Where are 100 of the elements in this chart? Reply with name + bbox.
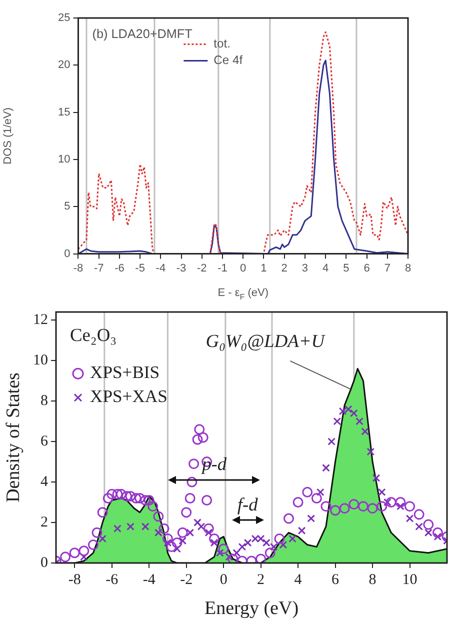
point (256, 554, 266, 563)
point (144, 495, 154, 506)
point (172, 538, 182, 548)
point (80, 552, 88, 561)
point (186, 528, 194, 537)
point (270, 542, 278, 551)
point (383, 498, 392, 506)
x-axis-title: Energy (eV) (204, 598, 299, 619)
annotation: Ce₂O₃ (70, 324, 117, 345)
point (274, 533, 285, 544)
point (244, 538, 252, 547)
point (216, 548, 224, 557)
point (264, 548, 276, 558)
point (256, 534, 265, 543)
point (225, 552, 234, 561)
point (192, 434, 203, 445)
point (415, 522, 424, 530)
point (414, 509, 424, 520)
point (434, 532, 442, 541)
y-tick-label: 6 (40, 433, 48, 450)
point (209, 533, 220, 544)
x-tick-label: -2 (197, 262, 207, 274)
legend-label: XPS+XAS (90, 386, 168, 406)
point (112, 488, 123, 500)
point (148, 501, 158, 512)
x-tick-label: -6 (114, 262, 124, 274)
point (404, 501, 416, 512)
point (238, 542, 246, 551)
point (102, 492, 114, 504)
point (126, 522, 134, 530)
y-tick-label: 10 (58, 154, 70, 166)
point (202, 495, 212, 506)
annotation: G₀W₀@LDA+U (206, 330, 326, 351)
x-tick-label: 8 (404, 262, 412, 274)
point (283, 513, 294, 524)
x-tick-label: 8 (368, 572, 376, 588)
point (424, 528, 432, 537)
y-tick-label: 25 (58, 12, 70, 24)
x-tick-label: 4 (322, 262, 329, 274)
y-tick-label: 4 (40, 474, 48, 490)
point (153, 511, 164, 522)
point (106, 488, 118, 500)
x-tick-label: -8 (73, 262, 84, 274)
point (194, 518, 202, 526)
x-tick-label: 3 (302, 262, 308, 274)
y-tick-label: 5 (64, 200, 70, 213)
point (97, 507, 108, 518)
legend-label: XPS+BIS (90, 362, 160, 382)
legend-label: tot. (214, 36, 230, 51)
point (251, 534, 260, 543)
point (130, 492, 142, 504)
x-tick-label: 2 (281, 262, 288, 274)
point (60, 552, 71, 562)
y-axis-title: DOS (1/eV) (2, 107, 14, 164)
point (311, 492, 322, 504)
point (356, 417, 364, 426)
point (122, 490, 132, 502)
x-tick-label: 0 (240, 262, 246, 274)
point (98, 534, 106, 543)
x-tick-label: 2 (257, 572, 265, 588)
x-tick-label: -5 (135, 262, 145, 274)
x-tick-label: -2 (180, 572, 193, 588)
point (184, 492, 196, 504)
point (194, 424, 205, 435)
legend-label: Ce 4f (214, 53, 244, 68)
point (367, 503, 378, 514)
point (92, 527, 102, 538)
point (197, 522, 206, 530)
point (88, 540, 98, 550)
x-tick-label: 5 (343, 262, 350, 274)
point (218, 544, 229, 554)
y-tick-label: 10 (33, 352, 48, 369)
point (262, 538, 270, 547)
point (141, 522, 150, 530)
point (279, 540, 288, 549)
x-tick-label: 6 (364, 262, 370, 274)
point (378, 488, 386, 496)
point (307, 514, 316, 522)
point (372, 474, 380, 482)
x-tick-label: -8 (68, 572, 81, 588)
point (328, 438, 336, 446)
x-tick-label: -3 (176, 262, 186, 274)
y-tick-label: 8 (40, 393, 48, 409)
point (232, 548, 241, 557)
point (376, 501, 388, 512)
point (344, 405, 352, 414)
point (316, 488, 324, 496)
y-tick-label: 0 (64, 248, 70, 260)
y-tick-label: 20 (58, 59, 70, 72)
x-tick-label: -6 (106, 572, 119, 588)
point (348, 499, 360, 510)
x-tick-label: 6 (332, 572, 340, 588)
point (322, 464, 330, 472)
annotation: f-d (237, 494, 259, 514)
point (114, 524, 122, 533)
y-tick-label: 15 (58, 106, 70, 118)
point (162, 533, 173, 544)
point (188, 458, 200, 470)
point (338, 407, 347, 416)
point (386, 497, 396, 508)
